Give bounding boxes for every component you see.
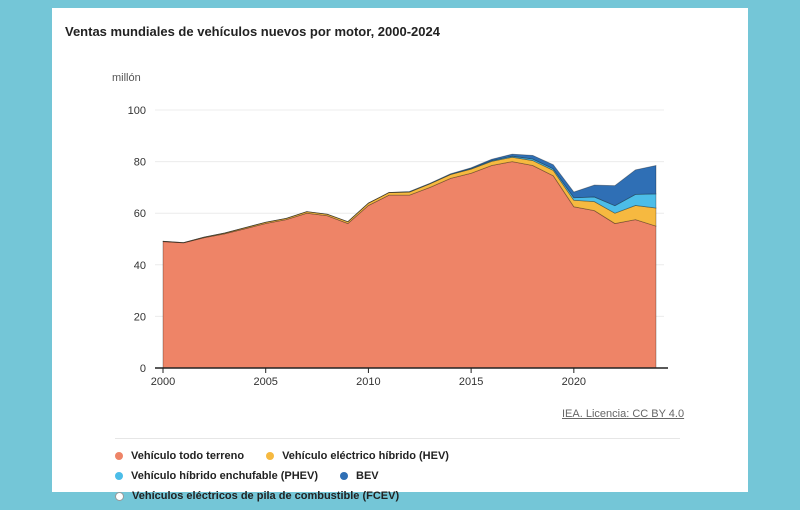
- legend-dot-icon: [340, 472, 349, 480]
- area-series-3: [162, 153, 657, 244]
- y-tick-label: 80: [134, 157, 146, 169]
- legend-dot-icon: [115, 452, 123, 460]
- legend-divider: [115, 438, 680, 439]
- y-tick-label: 0: [140, 363, 146, 375]
- x-tick-label: 2005: [253, 376, 277, 388]
- source-link[interactable]: IEA. Licencia: CC BY 4.0: [562, 408, 685, 420]
- y-tick-label: 60: [134, 208, 146, 220]
- legend-dot-icon: [115, 491, 124, 501]
- x-tick-label: 2020: [562, 376, 586, 388]
- y-tick-label: 40: [134, 260, 146, 272]
- legend-item[interactable]: Vehículo todo terreno: [115, 450, 244, 462]
- legend-dot-icon: [266, 452, 275, 460]
- legend-label: Vehículo eléctrico híbrido (HEV): [282, 450, 449, 462]
- x-tick-label: 2000: [151, 376, 175, 388]
- legend-dot-icon: [115, 472, 123, 480]
- legend-item[interactable]: Vehículo eléctrico híbrido (HEV): [266, 450, 449, 462]
- legend-item[interactable]: Vehículos eléctricos de pila de combusti…: [115, 490, 399, 502]
- legend-item[interactable]: Vehículo híbrido enchufable (PHEV): [115, 470, 318, 482]
- legend-label: Vehículo todo terreno: [131, 450, 245, 462]
- y-tick-label: 100: [128, 105, 146, 117]
- chart-title: Ventas mundiales de vehículos nuevos por…: [65, 24, 440, 39]
- legend-label: Vehículo híbrido enchufable (PHEV): [131, 470, 319, 482]
- legend: Vehículo todo terreno Vehículo eléctrico …: [115, 450, 695, 510]
- legend-label: BEV: [356, 470, 379, 482]
- legend-item[interactable]: BEV: [340, 470, 379, 482]
- x-tick-label: 2010: [356, 376, 380, 388]
- area-series-2: [162, 155, 657, 244]
- x-tick-label: 2015: [459, 376, 483, 388]
- y-tick-label: 20: [134, 311, 146, 323]
- legend-label: Vehículos eléctricos de pila de combusti…: [132, 490, 400, 502]
- area-series-1: [162, 156, 657, 244]
- y-axis-unit: millón: [112, 72, 141, 84]
